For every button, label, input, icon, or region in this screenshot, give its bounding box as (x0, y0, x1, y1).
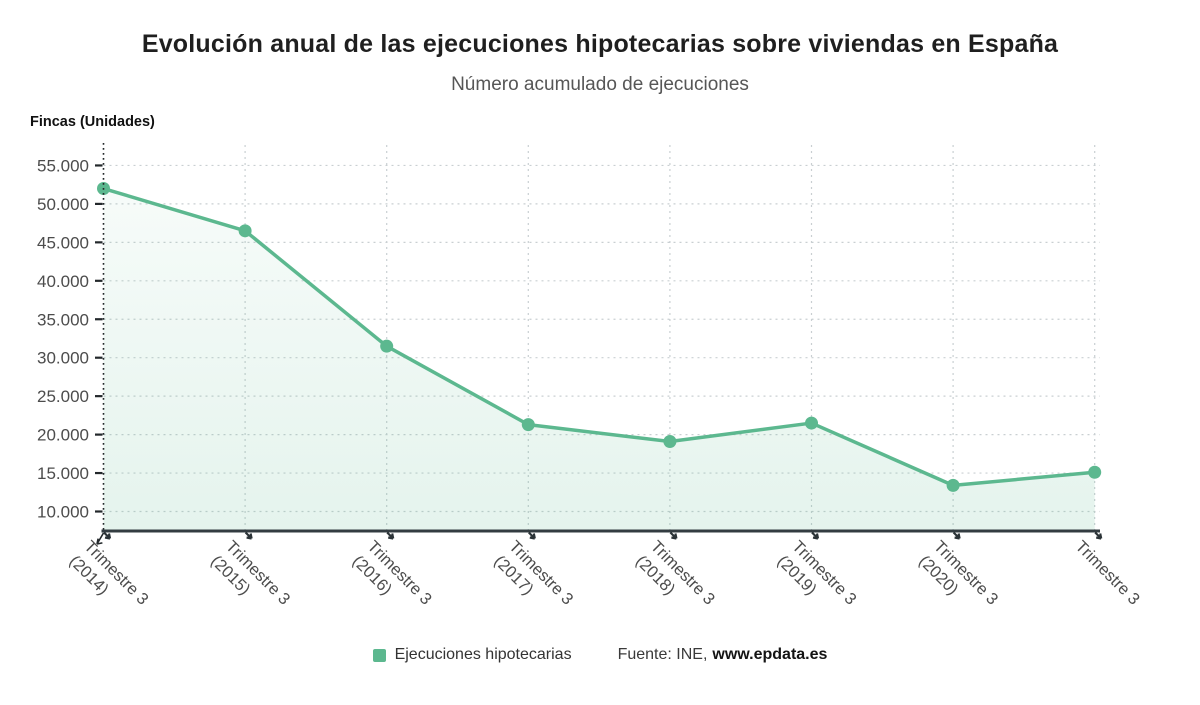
svg-text:Trimestre 3(2019): Trimestre 3(2019) (774, 537, 860, 623)
x-axis-tick-icon (952, 531, 961, 540)
data-points (97, 182, 1102, 492)
legend: Ejecuciones hipotecarias Fuente: INE, www… (0, 646, 1200, 664)
x-tick-label: Trimestre 3(2019) (774, 537, 860, 623)
legend-series-label: Ejecuciones hipotecarias (394, 646, 572, 663)
x-tick-label: Trimestre 3(2018) (632, 537, 718, 623)
y-tick-label: 50.000 (37, 195, 89, 214)
y-axis-title: Fincas (Unidades) (30, 114, 155, 130)
y-axis-arrow-icon (96, 532, 105, 545)
series-line (101, 186, 1097, 488)
y-tick-label: 45.000 (37, 233, 89, 252)
y-axis-ticks (95, 164, 103, 513)
y-tick-label: 30.000 (37, 349, 89, 368)
x-axis-tick-icon (244, 531, 253, 540)
data-point (380, 339, 394, 353)
x-axis-tick-icon (811, 531, 820, 540)
y-tick-label: 40.000 (37, 272, 89, 291)
svg-text:Trimestre 3(2017): Trimestre 3(2017) (490, 537, 576, 623)
y-tick-label: 15.000 (37, 464, 89, 483)
source-text: Fuente: INE, www.epdata.es (618, 646, 828, 664)
data-point (521, 418, 535, 432)
x-tick-label: Trimestre 3(2014) (66, 537, 152, 623)
y-tick-labels: 10.000 15.000 20.000 25.000 30.000 35.000 40.0… (37, 156, 89, 521)
y-tick-label: 10.000 (37, 503, 89, 522)
x-axis-ticks (103, 531, 1103, 540)
y-tick-label: 25.000 (37, 387, 89, 406)
x-axis-tick-icon (669, 531, 678, 540)
chart-subtitle: Número acumulado de ejecuciones (451, 74, 749, 95)
svg-text:Trimestre 3(2018): Trimestre 3(2018) (632, 537, 718, 623)
svg-text:Trimestre 3(2014): Trimestre 3(2014) (66, 537, 152, 623)
data-point (238, 224, 252, 238)
y-tick-label: 55.000 (37, 156, 89, 175)
series-area (103, 188, 1095, 530)
data-point (1088, 465, 1102, 479)
legend-swatch-icon (372, 648, 386, 662)
svg-text:Trimestre 3(2016): Trimestre 3(2016) (349, 537, 435, 623)
data-point (805, 416, 818, 430)
x-tick-label: Trimestre 3(2015) (207, 537, 293, 623)
y-tick-label: 35.000 (37, 310, 89, 329)
x-axis-tick-icon (528, 531, 536, 540)
x-axis-tick-icon (1094, 531, 1103, 540)
legend-item: Ejecuciones hipotecarias (372, 646, 572, 664)
source-site-link[interactable]: www.epdata.es (712, 646, 828, 663)
svg-text:Trimestre 3(2015): Trimestre 3(2015) (207, 537, 293, 623)
x-tick-label: Trimestre 3 (1072, 537, 1143, 608)
svg-text:Trimestre 3: Trimestre 3 (1072, 537, 1143, 608)
chart-title: Evolución anual de las ejecuciones hipot… (141, 30, 1059, 58)
data-point (663, 435, 677, 449)
y-tick-label: 20.000 (37, 426, 89, 445)
source-prefix: Fuente: INE, (617, 646, 708, 663)
x-tick-label: Trimestre 3(2017) (490, 537, 576, 623)
x-tick-label: Trimestre 3(2016) (349, 537, 435, 623)
x-axis-tick-icon (103, 531, 112, 540)
x-axis-tick-icon (386, 531, 395, 540)
data-point (946, 478, 960, 492)
x-tick-labels: Trimestre 3(2014) Trimestre 3(2015) Trimes… (66, 537, 1143, 623)
svg-text:Trimestre 3(2020): Trimestre 3(2020) (915, 537, 1001, 623)
x-tick-label: Trimestre 3(2020) (915, 537, 1001, 623)
